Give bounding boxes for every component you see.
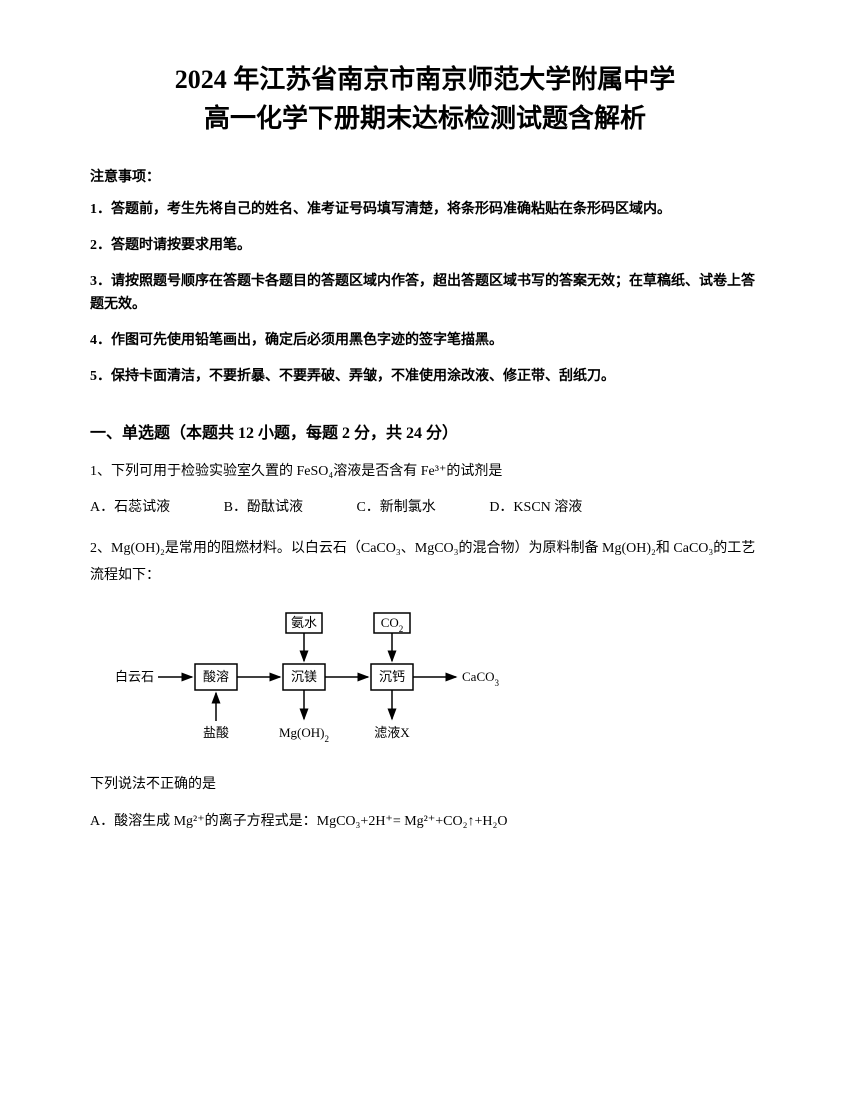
diagram-input-bottom-label: 盐酸	[203, 725, 229, 740]
q2-option-a: A．酸溶生成 Mg²⁺的离子方程式是：MgCO₃+2H⁺= Mg²⁺+CO₂↑+…	[90, 809, 760, 836]
instruction-2: 2．答题时请按要求用笔。	[90, 234, 760, 258]
title-line1: 2024 年江苏省南京市南京师范大学附属中学	[90, 60, 760, 99]
diagram-start-label: 白云石	[115, 669, 154, 684]
q1-option-d: D．KSCN 溶液	[489, 495, 582, 522]
diagram-input-top1-label: 氨水	[291, 615, 317, 630]
section1-header: 一、单选题（本题共 12 小题，每题 2 分，共 24 分）	[90, 419, 760, 443]
instructions-label: 注意事项：	[90, 166, 760, 186]
q1-option-a: A．石蕊试液	[90, 495, 170, 522]
q2-diagram: 白云石 酸溶 沉镁 沉钙 CaCO3 氨水 CO2 盐酸 Mg(OH)2 滤液X	[110, 603, 760, 758]
instruction-1: 1．答题前，考生先将自己的姓名、准考证号码填写清楚，将条形码准确粘贴在条形码区域…	[90, 198, 760, 222]
q1-option-b: B．酚酞试液	[224, 495, 303, 522]
diagram-box3-label: 沉钙	[379, 669, 405, 684]
instruction-5: 5．保持卡面清洁，不要折暴、不要弄破、弄皱，不准使用涂改液、修正带、刮纸刀。	[90, 365, 760, 389]
q1-option-c: C．新制氯水	[356, 495, 435, 522]
diagram-output-bottom2-label: 滤液X	[374, 725, 410, 740]
q1-text: 1、下列可用于检验实验室久置的 FeSO₄溶液是否含有 Fe³⁺的试剂是	[90, 459, 760, 486]
diagram-output-bottom1-label: Mg(OH)2	[279, 725, 329, 744]
diagram-input-top2-label: CO2	[381, 615, 404, 634]
diagram-box1-label: 酸溶	[203, 669, 229, 684]
instruction-3: 3．请按照题号顺序在答题卡各题目的答题区域内作答，超出答题区域书写的答案无效；在…	[90, 270, 760, 318]
diagram-box2-label: 沉镁	[291, 669, 317, 684]
q1-options: A．石蕊试液 B．酚酞试液 C．新制氯水 D．KSCN 溶液	[90, 495, 760, 522]
q2-followup: 下列说法不正确的是	[90, 772, 760, 799]
diagram-end-label: CaCO3	[462, 669, 500, 688]
instruction-4: 4．作图可先使用铅笔画出，确定后必须用黑色字迹的签字笔描黑。	[90, 329, 760, 353]
title-line2: 高一化学下册期末达标检测试题含解析	[90, 99, 760, 138]
q2-text: 2、Mg(OH)₂是常用的阻燃材料。以白云石（CaCO₃、MgCO₃的混合物）为…	[90, 536, 760, 589]
